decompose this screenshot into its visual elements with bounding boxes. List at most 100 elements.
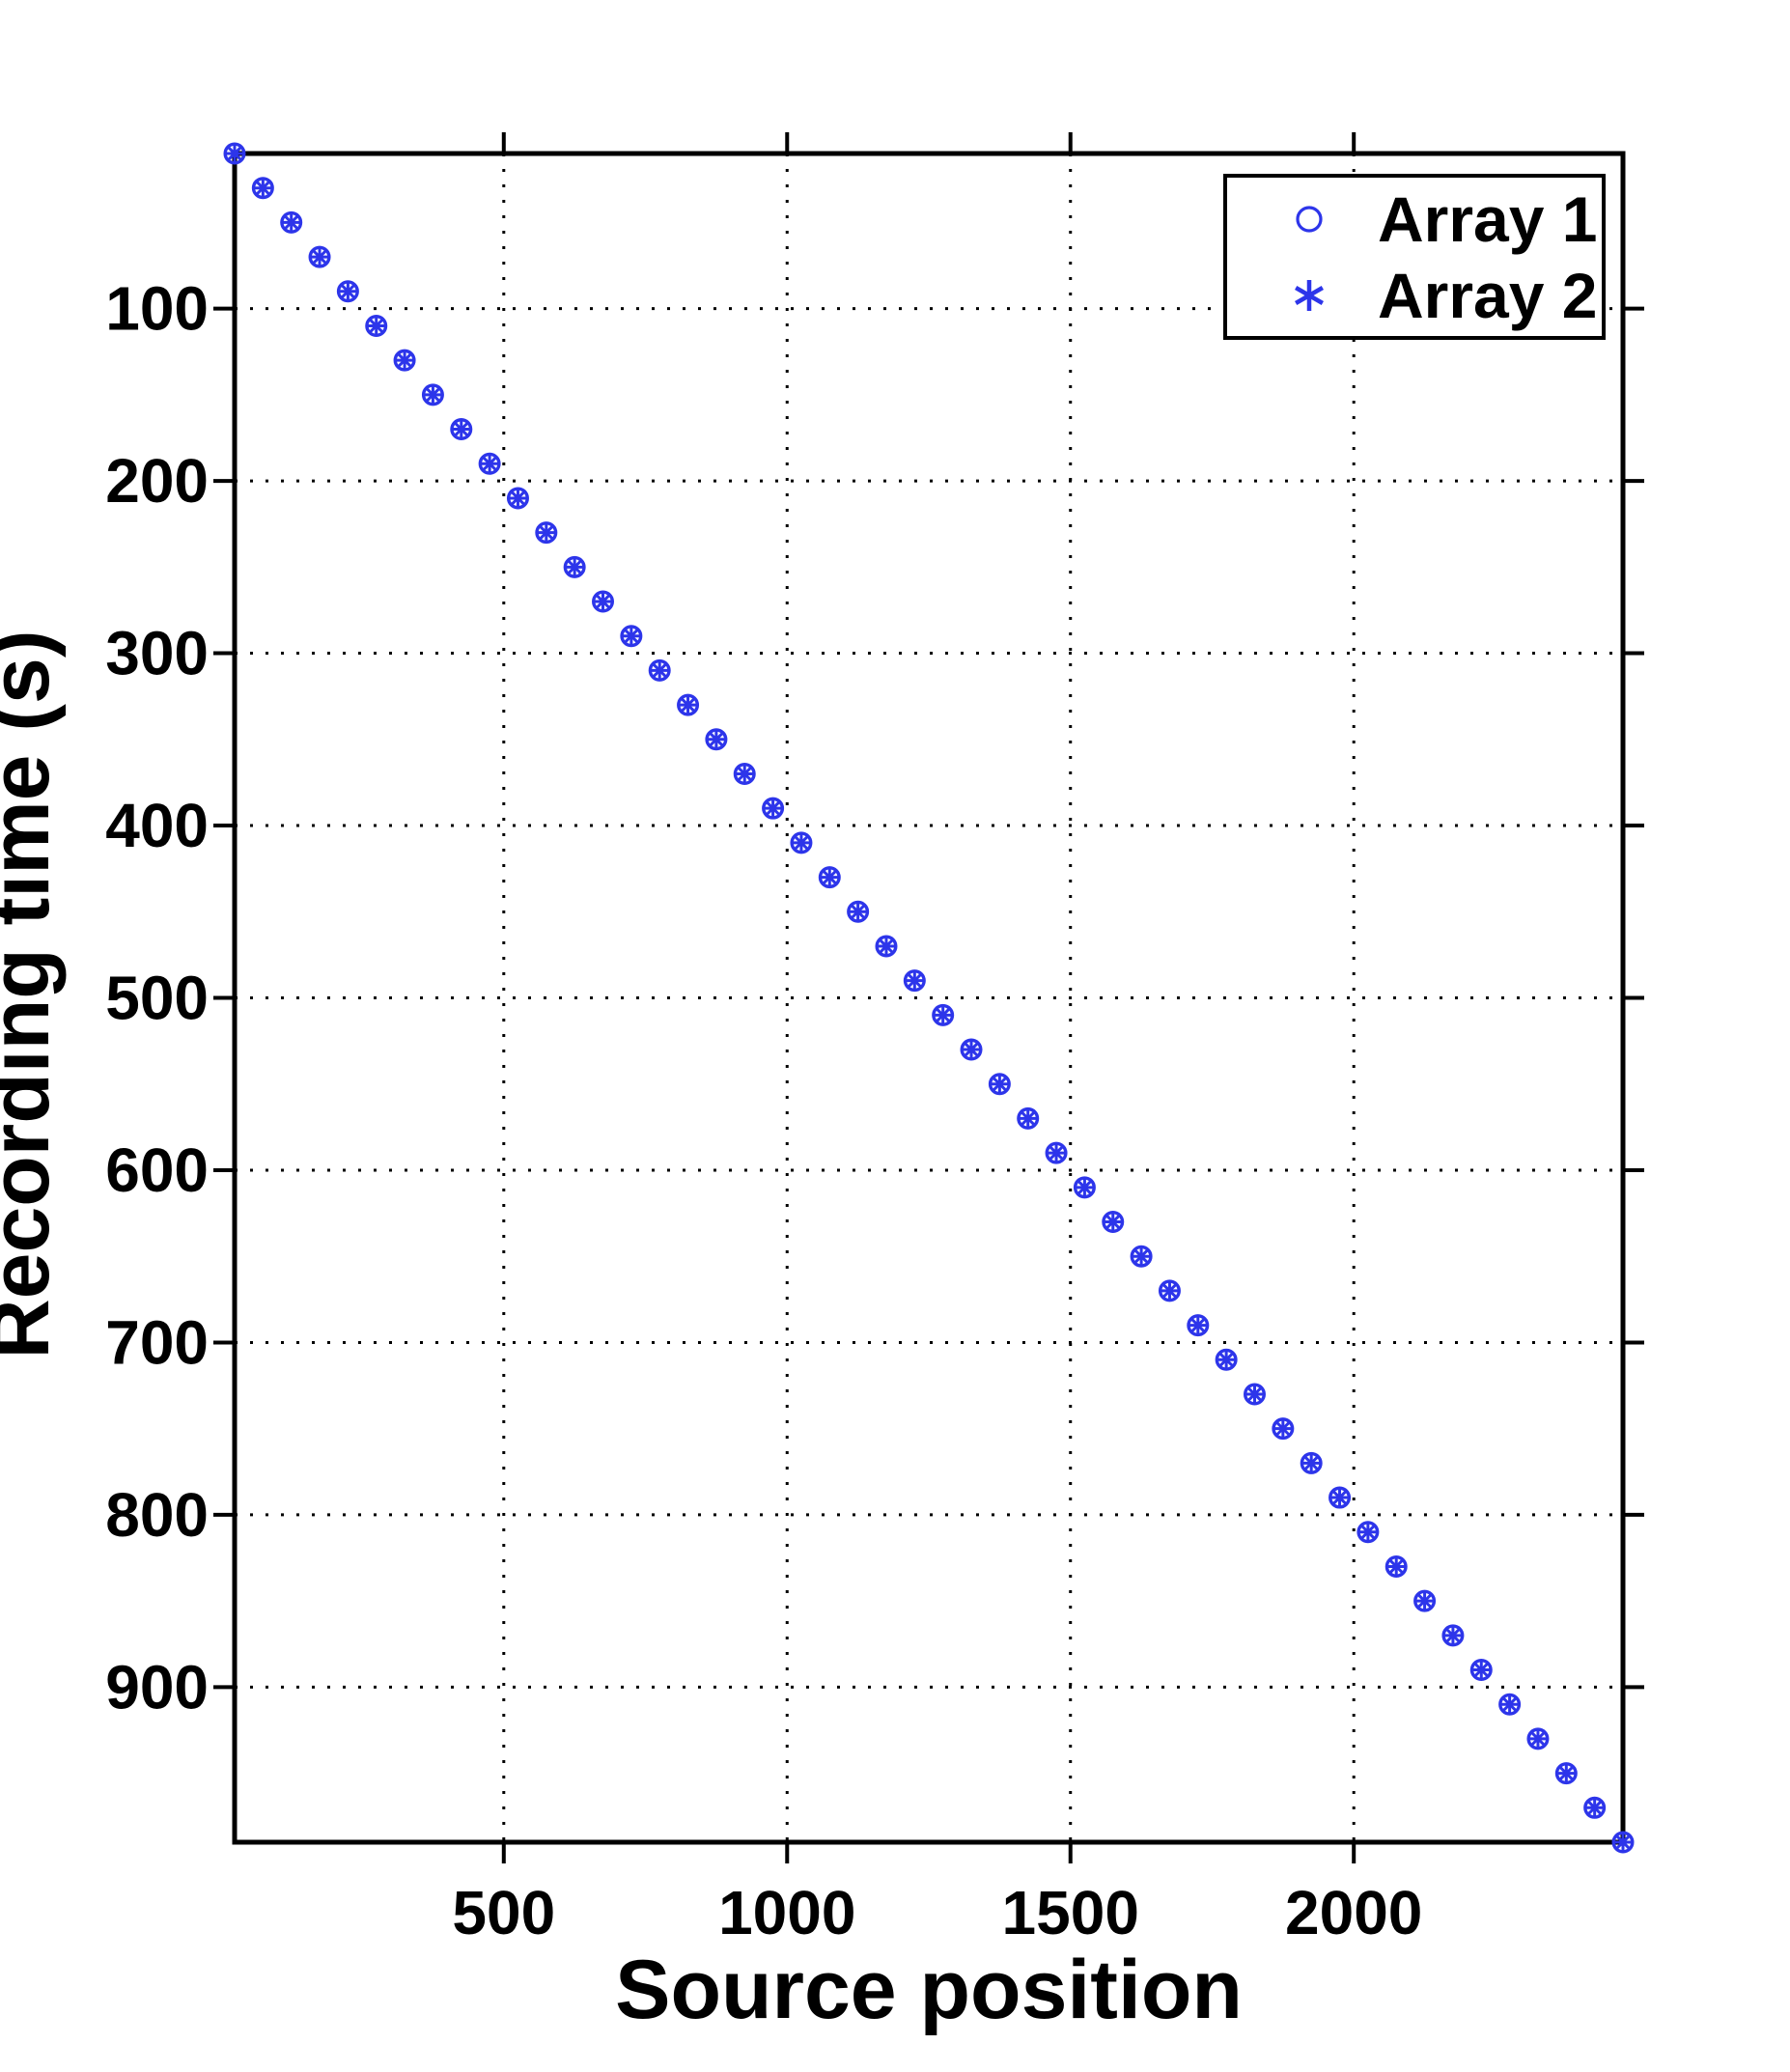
asterisk-marker-icon: [765, 800, 781, 816]
legend-label-array-2: Array 2: [1378, 260, 1598, 331]
y-tick-label: 300: [105, 619, 209, 688]
asterisk-marker-icon: [964, 1042, 979, 1057]
asterisk-marker-icon: [567, 559, 582, 574]
circle-marker-icon: [960, 1038, 983, 1061]
asterisk-marker-icon: [425, 387, 441, 403]
circle-marker-icon: [506, 487, 529, 510]
circle-marker-icon: [308, 245, 331, 268]
asterisk-marker-icon: [794, 835, 809, 851]
y-tick-label: 700: [105, 1307, 209, 1377]
asterisk-marker-icon: [1445, 1628, 1461, 1643]
asterisk-marker-icon: [879, 938, 894, 954]
circle-marker-icon: [733, 762, 756, 785]
circle-marker-icon: [1187, 1314, 1210, 1337]
asterisk-icon: [1295, 286, 1324, 305]
circle-marker-icon: [1583, 1796, 1607, 1819]
asterisk-marker-icon: [1416, 1593, 1433, 1609]
asterisk-marker-icon: [1360, 1525, 1376, 1540]
asterisk-marker-icon: [595, 594, 611, 609]
asterisk-marker-icon: [539, 524, 554, 541]
asterisk-marker-icon: [1473, 1662, 1489, 1678]
tick-labels-layer: 500 1000 1500 2000 100 200 300 400 500 600 700 800 9…: [105, 274, 1422, 1947]
asterisk-marker-icon: [652, 662, 667, 679]
y-tick-label: 200: [105, 446, 209, 516]
y-tick-label: 600: [105, 1135, 209, 1205]
circle-marker-icon: [1329, 1486, 1352, 1509]
circle-marker-icon: [1441, 1624, 1465, 1647]
data-markers-layer: [223, 142, 1635, 1854]
asterisk-marker-icon: [1021, 1110, 1036, 1127]
circle-marker-icon: [818, 866, 841, 889]
y-tick-label: 800: [105, 1480, 209, 1550]
asterisk-marker-icon: [1275, 1421, 1291, 1437]
asterisk-marker-icon: [624, 629, 639, 644]
circle-marker-icon: [648, 658, 671, 682]
asterisk-marker-icon: [1501, 1696, 1518, 1712]
asterisk-marker-icon: [1161, 1283, 1178, 1299]
y-axis-label: Recording time (s): [0, 630, 67, 1359]
grid-layer: [235, 154, 1623, 1842]
asterisk-marker-icon: [1587, 1800, 1603, 1815]
circle-marker-icon: [280, 210, 303, 234]
circle-marker-icon: [1469, 1659, 1493, 1682]
circle-marker-icon: [1017, 1106, 1040, 1130]
x-tick-label: 500: [452, 1878, 555, 1947]
asterisk-marker-icon: [1530, 1731, 1546, 1747]
asterisk-marker-icon: [397, 352, 412, 368]
asterisk-marker-icon: [709, 732, 724, 747]
asterisk-marker-icon: [1133, 1248, 1149, 1264]
circle-marker-icon: [336, 280, 359, 303]
circle-marker-icon: [535, 521, 558, 545]
asterisk-marker-icon: [369, 318, 384, 334]
asterisk-marker-icon: [1077, 1180, 1093, 1195]
circle-marker-icon: [1272, 1417, 1295, 1441]
axes-box: [232, 151, 1626, 1845]
circle-marker-icon: [1413, 1589, 1437, 1612]
circle-marker-icon: [932, 1003, 955, 1026]
asterisk-marker-icon: [822, 869, 837, 885]
circle-marker-icon: [1300, 1451, 1323, 1474]
circle-marker-icon: [478, 452, 501, 475]
asterisk-marker-icon: [510, 490, 526, 506]
asterisk-marker-icon: [1303, 1455, 1319, 1471]
asterisk-marker-icon: [454, 421, 469, 437]
circle-marker-icon: [762, 797, 785, 820]
circle-marker-icon: [1073, 1176, 1096, 1199]
asterisk-marker-icon: [1615, 1834, 1631, 1850]
circle-marker-icon: [393, 349, 416, 372]
asterisk-marker-icon: [1388, 1558, 1404, 1575]
asterisk-marker-icon: [907, 973, 922, 989]
circle-marker-icon: [1356, 1521, 1380, 1544]
circle-marker-icon: [251, 177, 274, 200]
legend-label-array-1: Array 1: [1378, 183, 1598, 255]
circle-marker-icon: [365, 314, 388, 337]
legend-box: [1223, 174, 1606, 340]
asterisk-marker-icon: [1190, 1317, 1206, 1333]
asterisk-marker-icon: [340, 284, 356, 299]
circle-marker-icon: [1296, 206, 1323, 233]
asterisk-marker-icon: [737, 766, 752, 782]
asterisk-marker-icon: [1331, 1490, 1348, 1505]
circle-marker-icon: [450, 418, 473, 441]
y-tick-label: 900: [105, 1652, 209, 1722]
circle-marker-icon: [988, 1073, 1011, 1096]
circle-marker-icon: [620, 625, 643, 648]
asterisk-marker-icon: [284, 214, 299, 231]
circle-marker-icon: [790, 831, 813, 854]
asterisk-marker-icon: [1218, 1352, 1234, 1367]
x-tick-label: 2000: [1285, 1878, 1422, 1947]
tick-marks-layer: [213, 132, 1644, 1863]
x-tick-label: 1000: [718, 1878, 855, 1947]
circle-marker-icon: [847, 900, 870, 923]
legend-item-array-1: Array 1: [1296, 183, 1598, 255]
asterisk-marker-icon: [1246, 1386, 1263, 1402]
asterisk-marker-icon: [1105, 1214, 1121, 1230]
asterisk-marker-icon: [936, 1007, 951, 1022]
circle-marker-icon: [1045, 1141, 1068, 1164]
circle-marker-icon: [1215, 1348, 1238, 1371]
circle-marker-icon: [1384, 1554, 1408, 1578]
